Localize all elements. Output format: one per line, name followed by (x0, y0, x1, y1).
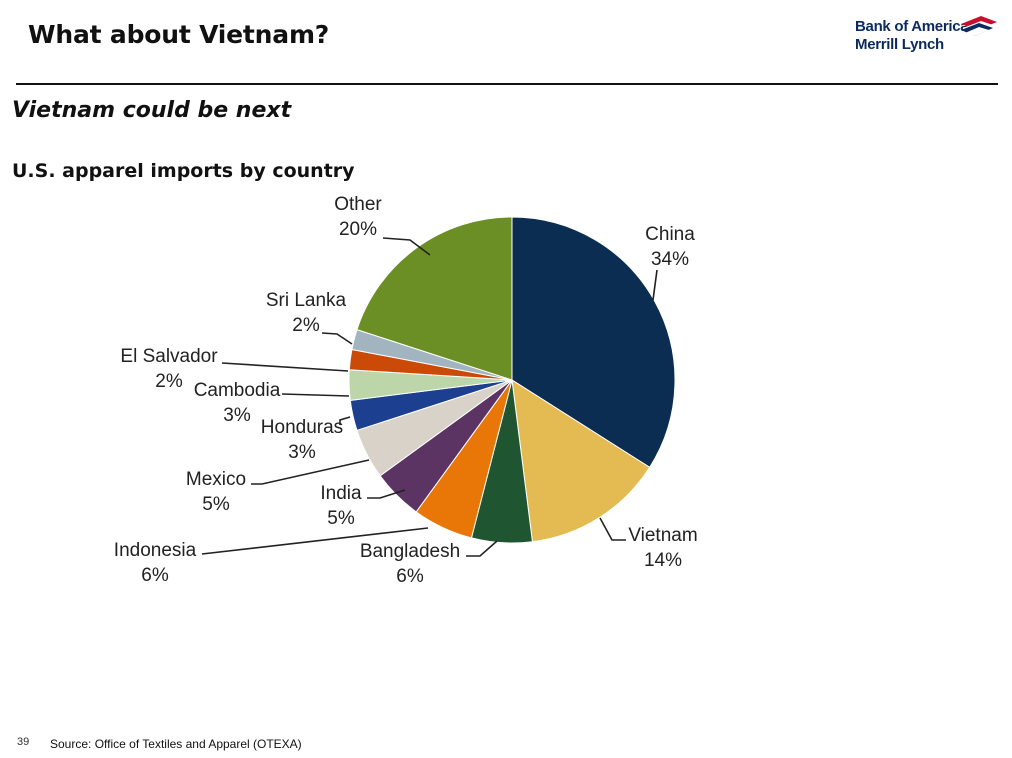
slice-label-vietnam: Vietnam (628, 525, 697, 546)
slice-value-honduras: 3% (288, 442, 316, 463)
logo-text-line1: Bank of America (855, 18, 969, 35)
slice-value-indonesia: 6% (141, 565, 169, 586)
leader-line-el-salvador (221, 362, 349, 372)
leader-line-cambodia (281, 393, 350, 397)
page-title: What about Vietnam? (28, 20, 330, 49)
slice-value-cambodia: 3% (223, 405, 251, 426)
bank-logo: Bank of America Merrill Lynch (855, 16, 1005, 58)
leader-line-honduras (339, 416, 351, 425)
leader-line-vietnam (599, 517, 626, 541)
slice-label-china: China (645, 224, 695, 245)
slice-value-el-salvador: 2% (155, 371, 183, 392)
pie-slice-other (356, 216, 513, 381)
flag-logo-icon (961, 16, 997, 36)
slice-value-vietnam: 14% (644, 550, 682, 571)
page-number: 39 (17, 736, 30, 748)
slice-label-india: India (320, 483, 362, 504)
leader-line-india (367, 489, 406, 499)
slice-value-sri-lanka: 2% (292, 315, 320, 336)
slice-value-other: 20% (339, 219, 377, 240)
slice-label-other: Other (334, 194, 382, 215)
slice-label-honduras: Honduras (261, 417, 343, 438)
pie-slice-vietnam (511, 379, 651, 543)
logo-text-line2: Merrill Lynch (855, 36, 944, 53)
slice-label-sri-lanka: Sri Lanka (266, 290, 347, 311)
slide-subtitle: Vietnam could be next (12, 98, 292, 123)
slice-label-mexico: Mexico (186, 469, 246, 490)
slice-value-bangladesh: 6% (396, 566, 424, 587)
leader-line-mexico (251, 459, 370, 485)
slice-label-indonesia: Indonesia (114, 540, 197, 561)
leader-line-indonesia (201, 527, 429, 555)
leader-line-sri-lanka (321, 332, 353, 345)
pie-slice-china (511, 216, 676, 469)
slice-value-china: 34% (651, 249, 689, 270)
source-note: Source: Office of Textiles and Apparel (… (50, 737, 302, 751)
leader-line-other (382, 237, 431, 256)
slice-label-bangladesh: Bangladesh (360, 541, 460, 562)
slice-label-el-salvador: El Salvador (120, 346, 218, 367)
chart-title: U.S. apparel imports by country (12, 160, 355, 182)
header-divider (16, 83, 998, 85)
slice-label-cambodia: Cambodia (194, 380, 281, 401)
leader-line-bangladesh (466, 540, 498, 557)
slice-value-india: 5% (327, 508, 355, 529)
leader-line-china (652, 269, 658, 301)
slice-value-mexico: 5% (202, 494, 230, 515)
